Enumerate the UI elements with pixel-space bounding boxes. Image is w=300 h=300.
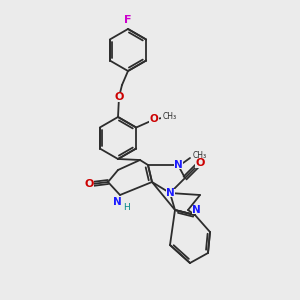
FancyBboxPatch shape [166, 189, 175, 197]
Text: H: H [123, 202, 129, 211]
FancyBboxPatch shape [122, 16, 134, 25]
FancyBboxPatch shape [195, 158, 205, 167]
Text: CH₃: CH₃ [163, 112, 177, 121]
Text: O: O [150, 115, 159, 124]
Text: O: O [195, 158, 205, 168]
Text: N: N [166, 188, 174, 198]
FancyBboxPatch shape [114, 92, 124, 101]
FancyBboxPatch shape [191, 152, 209, 158]
Text: N: N [112, 197, 122, 207]
FancyBboxPatch shape [173, 161, 182, 169]
Text: CH₃: CH₃ [193, 151, 207, 160]
FancyBboxPatch shape [122, 203, 130, 211]
FancyBboxPatch shape [112, 198, 122, 206]
Text: N: N [192, 205, 200, 215]
Text: N: N [174, 160, 182, 170]
FancyBboxPatch shape [149, 116, 159, 124]
FancyBboxPatch shape [161, 113, 179, 120]
FancyBboxPatch shape [84, 179, 94, 188]
FancyBboxPatch shape [191, 206, 200, 214]
Text: O: O [84, 179, 94, 189]
Text: O: O [114, 92, 124, 102]
Text: F: F [124, 15, 132, 25]
